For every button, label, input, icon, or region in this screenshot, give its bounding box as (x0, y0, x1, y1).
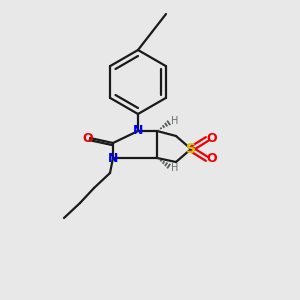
Text: N: N (108, 152, 118, 164)
Text: S: S (186, 142, 196, 156)
Text: O: O (207, 152, 217, 166)
Text: N: N (133, 124, 143, 137)
Text: H: H (171, 116, 179, 126)
Text: O: O (83, 131, 93, 145)
Text: O: O (207, 133, 217, 146)
Text: H: H (171, 163, 179, 173)
